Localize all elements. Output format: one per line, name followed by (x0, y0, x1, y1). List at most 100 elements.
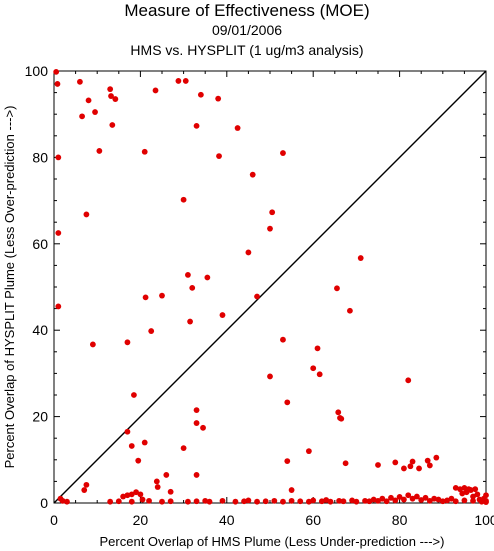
data-point (182, 78, 189, 84)
data-point (338, 415, 345, 422)
data-point (245, 249, 252, 256)
data-point (193, 407, 200, 414)
data-point (141, 148, 148, 155)
data-point (461, 497, 468, 504)
y-tick-label: 100 (25, 63, 49, 79)
data-point (204, 274, 211, 281)
data-point (280, 498, 286, 505)
data-point (131, 392, 137, 398)
data-point (267, 225, 273, 232)
data-point (433, 454, 440, 461)
data-point (232, 498, 239, 505)
data-point (396, 494, 403, 500)
y-axis-label: Percent Overlap of HYSPLIT Plume (Less O… (2, 106, 17, 469)
data-point (439, 498, 446, 505)
y-tick-label: 40 (32, 322, 48, 338)
data-point (215, 95, 222, 102)
data-point (153, 478, 160, 485)
data-point (234, 125, 241, 131)
data-point (180, 196, 187, 203)
data-point (159, 498, 165, 505)
data-point (388, 494, 394, 501)
data-point (128, 443, 135, 449)
data-point (85, 97, 92, 104)
y-tick-label: 20 (32, 409, 48, 425)
data-point (107, 86, 114, 93)
data-point (108, 93, 114, 99)
data-point (81, 487, 88, 493)
data-point (271, 497, 278, 504)
y-tick-label: 80 (32, 149, 48, 165)
data-point (124, 492, 131, 499)
data-point (115, 498, 122, 505)
data-point (241, 498, 247, 505)
chart-title: Measure of Effectiveness (MOE) (124, 1, 370, 20)
data-point (431, 495, 438, 502)
x-tick-label: 20 (133, 512, 149, 528)
data-point (314, 345, 321, 352)
data-point (152, 87, 159, 94)
data-point (185, 498, 191, 505)
data-point (133, 489, 139, 496)
data-point (280, 336, 286, 343)
data-point (280, 150, 286, 156)
data-point (467, 487, 474, 493)
data-point (124, 339, 131, 346)
x-axis-label: Percent Overlap of HMS Plume (Less Under… (100, 534, 445, 549)
data-point (409, 495, 416, 502)
data-point (193, 498, 200, 505)
data-point (159, 292, 165, 299)
data-point (342, 460, 349, 467)
data-point (262, 498, 269, 505)
x-tick-label: 60 (305, 512, 321, 528)
data-point (154, 484, 161, 490)
data-point (375, 497, 381, 504)
data-point (426, 462, 433, 469)
data-point (202, 497, 209, 504)
data-point (64, 498, 70, 505)
data-point (407, 463, 414, 470)
data-point (392, 497, 399, 504)
data-point (53, 68, 60, 75)
y-tick-label: 0 (40, 495, 48, 511)
data-point (288, 497, 295, 504)
data-point (288, 487, 295, 493)
data-point (327, 498, 334, 505)
data-point (405, 492, 412, 499)
data-point (54, 81, 61, 87)
data-point (254, 293, 260, 300)
data-point (128, 498, 135, 505)
data-point (483, 499, 489, 506)
data-point (422, 494, 429, 501)
data-point (297, 498, 304, 505)
data-point (452, 498, 459, 505)
data-point (146, 497, 152, 504)
data-point (141, 439, 148, 446)
data-point (83, 481, 90, 488)
data-point (478, 498, 485, 505)
data-point (55, 303, 62, 310)
data-point (175, 78, 182, 84)
data-point (383, 498, 390, 505)
data-point (401, 465, 407, 472)
data-point (163, 472, 170, 478)
data-point (167, 488, 174, 495)
data-point (470, 497, 476, 504)
data-point (112, 96, 119, 102)
data-point (269, 209, 276, 216)
data-point (142, 294, 149, 301)
x-tick-label: 0 (50, 512, 58, 528)
data-point (193, 472, 200, 478)
data-point (470, 493, 476, 500)
data-point (55, 230, 62, 236)
data-point (96, 148, 103, 154)
data-point (418, 497, 425, 503)
data-point (409, 458, 416, 465)
x-tick-label: 80 (392, 512, 408, 528)
data-point (284, 458, 291, 464)
data-point (305, 448, 312, 455)
data-point (335, 409, 342, 416)
data-point (401, 496, 407, 503)
data-point (379, 495, 386, 502)
